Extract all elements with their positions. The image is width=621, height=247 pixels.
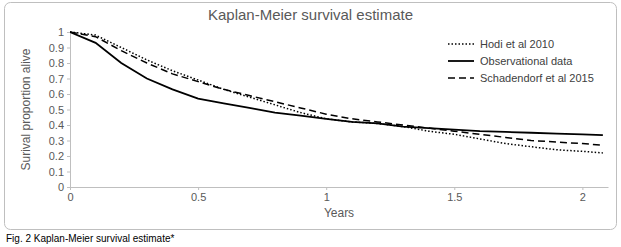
x-tick-label: 2 xyxy=(580,191,586,203)
y-tick-mark xyxy=(67,48,70,49)
legend-item: Schadendorf et al 2015 xyxy=(448,72,594,84)
y-tick-label: 0.8 xyxy=(49,57,64,69)
y-tick-label: 0 xyxy=(58,181,64,193)
x-tick-label: 1.5 xyxy=(447,191,462,203)
x-tick-mark xyxy=(326,187,327,190)
y-tick-label: 0.3 xyxy=(49,135,64,147)
y-tick-mark xyxy=(67,125,70,126)
y-tick: 0.6 xyxy=(49,88,70,100)
y-tick-mark xyxy=(67,141,70,142)
y-tick-label: 0.4 xyxy=(49,119,64,131)
x-tick-mark xyxy=(198,187,199,190)
y-axis: 0 0.1 0.2 0.3 0.4 0.5 0.6 0.7 0.8 0.9 1 xyxy=(49,26,71,193)
series-lines xyxy=(70,32,603,153)
y-tick-mark xyxy=(67,63,70,64)
y-tick-mark xyxy=(67,156,70,157)
y-tick: 0.8 xyxy=(49,57,70,69)
x-tick: 0.5 xyxy=(191,187,206,203)
y-tick: 1 xyxy=(58,26,70,38)
x-tick-mark xyxy=(582,187,583,190)
x-axis-line xyxy=(71,187,609,188)
series-line xyxy=(70,32,603,145)
legend-item: Hodi et al 2010 xyxy=(448,38,554,50)
y-tick-mark xyxy=(67,187,70,188)
y-axis-title: Surival proportion alive xyxy=(19,48,33,170)
x-tick-label: 0.5 xyxy=(191,191,206,203)
y-tick-label: 0.2 xyxy=(49,150,64,162)
x-tick-mark xyxy=(454,187,455,190)
x-axis: 0 0.5 1 1.5 2 xyxy=(67,187,608,203)
figure-caption: Fig. 2 Kaplan-Meier survival estimate* xyxy=(6,233,175,244)
legend-label: Observational data xyxy=(480,55,573,67)
y-tick-label: 0.5 xyxy=(49,104,64,116)
y-tick-mark xyxy=(67,94,70,95)
y-tick: 0 xyxy=(58,181,70,193)
y-tick-mark xyxy=(67,110,70,111)
x-axis-title: Years xyxy=(324,206,354,220)
y-tick: 0.4 xyxy=(49,119,70,131)
x-tick: 0 xyxy=(67,187,73,203)
series-line xyxy=(70,32,603,153)
plot-area: 0 0.5 1 1.5 2 0 0.1 0.2 0.3 0.4 0.5 0.6 0.7 0.8 0.9 1 Ho… xyxy=(49,26,609,203)
x-tick-label: 1 xyxy=(324,191,330,203)
y-tick: 0.1 xyxy=(49,166,70,178)
y-tick-mark xyxy=(67,172,70,173)
y-tick-label: 0.7 xyxy=(49,73,64,85)
x-tick: 1 xyxy=(324,187,330,203)
x-tick-label: 0 xyxy=(67,191,73,203)
x-tick: 2 xyxy=(580,187,586,203)
y-axis-line xyxy=(70,33,71,188)
y-tick: 0.9 xyxy=(49,42,70,54)
legend: Hodi et al 2010 Observational data Schaden… xyxy=(448,38,594,84)
legend-label: Schadendorf et al 2015 xyxy=(480,72,594,84)
y-tick-label: 1 xyxy=(58,26,64,38)
legend-item: Observational data xyxy=(448,55,573,67)
y-tick-label: 0.6 xyxy=(49,88,64,100)
y-tick: 0.7 xyxy=(49,73,70,85)
legend-label: Hodi et al 2010 xyxy=(480,38,554,50)
y-tick-mark xyxy=(67,79,70,80)
x-tick: 1.5 xyxy=(447,187,462,203)
y-tick-label: 0.9 xyxy=(49,42,64,54)
chart: 0 0.5 1 1.5 2 0 0.1 0.2 0.3 0.4 0.5 0.6 0.7 0.8 0.9 1 Ho… xyxy=(0,0,621,247)
y-tick-label: 0.1 xyxy=(49,166,64,178)
y-tick: 0.3 xyxy=(49,135,70,147)
y-tick-mark xyxy=(67,32,70,33)
legend-swatch xyxy=(448,43,474,45)
chart-title: Kaplan-Meier survival estimate xyxy=(208,6,413,23)
legend-swatch xyxy=(448,60,474,62)
series-line xyxy=(70,32,603,135)
chart-frame xyxy=(5,3,617,230)
legend-swatch xyxy=(448,77,474,79)
y-tick: 0.2 xyxy=(49,150,70,162)
y-tick: 0.5 xyxy=(49,104,70,116)
